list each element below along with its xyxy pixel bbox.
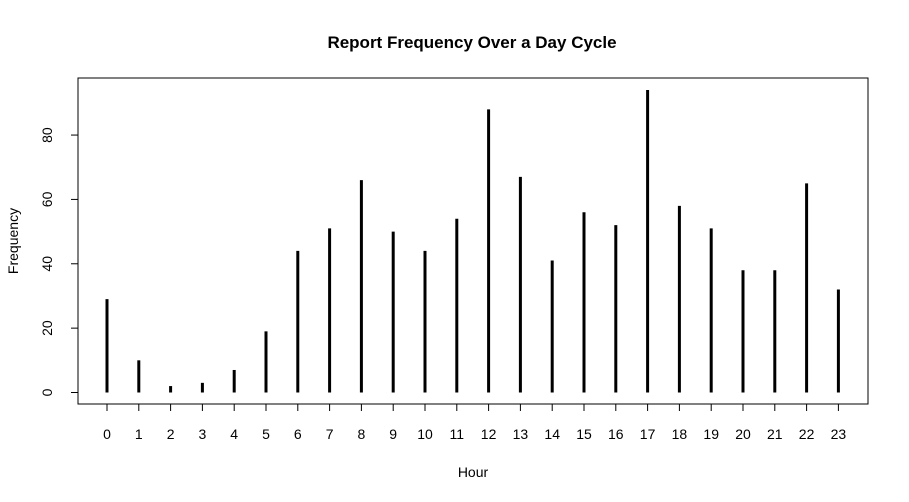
x-tick-label-6: 6 <box>294 426 302 442</box>
x-tick-label-10: 10 <box>417 426 433 442</box>
x-tick-label-2: 2 <box>167 426 175 442</box>
y-axis-label: Frequency <box>5 208 21 274</box>
x-tick-label-8: 8 <box>358 426 366 442</box>
x-tick-label-3: 3 <box>199 426 207 442</box>
x-tick-label-4: 4 <box>230 426 238 442</box>
y-tick-label-60: 60 <box>39 191 55 207</box>
x-tick-label-16: 16 <box>608 426 624 442</box>
x-axis: 0 1 2 3 4 5 6 7 8 9 10 11 12 13 14 15 16 17 18 19 20 21 22 23 <box>103 404 846 442</box>
x-tick-label-11: 11 <box>450 426 465 442</box>
y-tick-label-0: 0 <box>39 388 55 396</box>
y-tick-label-20: 20 <box>39 320 55 336</box>
x-tick-label-9: 9 <box>389 426 397 442</box>
x-tick-label-7: 7 <box>326 426 334 442</box>
x-tick-label-23: 23 <box>831 426 847 442</box>
x-tick-label-17: 17 <box>640 426 656 442</box>
x-tick-label-14: 14 <box>544 426 560 442</box>
x-tick-label-0: 0 <box>103 426 111 442</box>
chart-title: Report Frequency Over a Day Cycle <box>327 33 616 52</box>
y-axis: 0 20 40 60 80 <box>39 127 78 396</box>
x-tick-label-15: 15 <box>576 426 592 442</box>
plot-box <box>77 77 869 405</box>
x-tick-label-20: 20 <box>735 426 751 442</box>
x-tick-label-12: 12 <box>481 426 497 442</box>
x-axis-label: Hour <box>458 464 489 480</box>
bars <box>105 90 840 393</box>
x-tick-label-19: 19 <box>703 426 719 442</box>
y-tick-label-80: 80 <box>39 127 55 143</box>
x-tick-label-21: 21 <box>767 426 783 442</box>
x-tick-label-13: 13 <box>513 426 529 442</box>
x-tick-label-1: 1 <box>135 426 143 442</box>
x-tick-label-18: 18 <box>672 426 688 442</box>
y-tick-label-40: 40 <box>39 256 55 272</box>
x-tick-label-5: 5 <box>262 426 270 442</box>
x-tick-label-22: 22 <box>799 426 815 442</box>
